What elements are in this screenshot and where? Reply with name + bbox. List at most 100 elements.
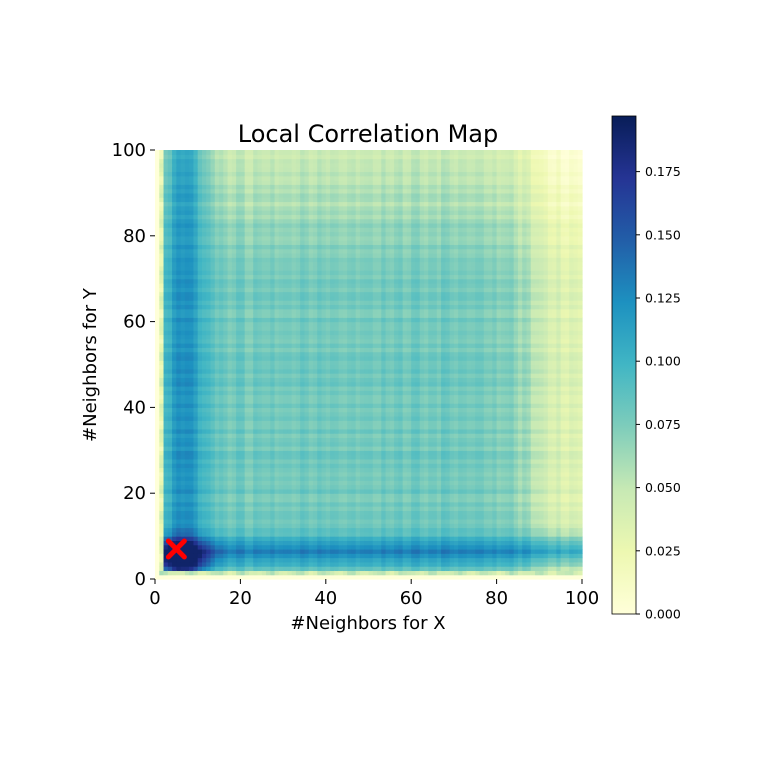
heatmap-cell [266,415,271,421]
heatmap-cell [201,214,207,220]
heatmap-cell [347,321,353,327]
heatmap-cell [201,218,207,224]
heatmap-cell [359,308,365,314]
heatmap-cell [287,154,293,160]
heatmap-cell [214,227,220,233]
heatmap-cell [159,561,165,567]
heatmap-cell [244,561,250,567]
heatmap-cell [197,210,203,215]
heatmap-cell [159,476,165,481]
heatmap-cell [240,518,246,524]
heatmap-cell [278,454,284,460]
heatmap-cell [193,252,199,258]
heatmap-cell [291,467,297,473]
heatmap-cell [253,180,259,185]
heatmap-cell [355,235,361,241]
heatmap-cell [214,201,220,207]
heatmap-cell [334,446,340,451]
heatmap-cell [184,274,190,280]
heatmap-cell [253,287,259,293]
heatmap-cell [180,424,186,430]
heatmap-cell [248,214,254,220]
heatmap-cell [317,205,323,211]
heatmap-cell [240,527,246,533]
heatmap-cell [283,536,288,541]
heatmap-cell [317,433,323,439]
heatmap-cell [355,544,361,550]
heatmap-cell [287,343,293,348]
heatmap-cell [355,506,361,511]
heatmap-cell [236,214,241,220]
heatmap-cell [210,240,216,245]
heatmap-cell [278,407,284,413]
heatmap-cell [172,175,177,181]
heatmap-cell [206,282,212,288]
heatmap-cell [189,523,195,529]
heatmap-cell [167,398,173,404]
heatmap-cell [261,544,267,550]
heatmap-cell [159,398,165,404]
heatmap-cell [236,210,241,215]
heatmap-cell [248,192,254,198]
heatmap-cell [167,450,173,456]
heatmap-cell [189,235,195,241]
heatmap-cell [167,403,173,408]
heatmap-cell [295,467,301,473]
heatmap-cell [184,415,190,421]
heatmap-cell [291,377,297,383]
heatmap-cell [197,377,203,383]
heatmap-cell [347,222,353,228]
heatmap-cell [321,282,327,288]
heatmap-cell [189,398,195,404]
heatmap-cell [193,480,199,486]
heatmap-cell [300,167,306,173]
heatmap-cell [163,574,169,580]
heatmap-cell [304,467,310,473]
heatmap-cell [321,407,327,413]
heatmap-cell [210,446,216,451]
heatmap-cell [155,261,160,267]
heatmap-cell [364,557,370,563]
heatmap-cell [283,570,288,576]
heatmap-cell [347,381,353,387]
heatmap-cell [206,171,212,177]
heatmap-cell [227,373,233,378]
heatmap-cell [334,244,340,250]
heatmap-cell [248,536,254,541]
heatmap-cell [270,540,276,546]
heatmap-cell [231,214,237,220]
heatmap-cell [167,162,173,168]
heatmap-cell [283,210,288,215]
heatmap-cell [253,244,259,250]
heatmap-cell [244,476,250,481]
heatmap-cell [214,394,220,400]
heatmap-cell [334,338,340,344]
heatmap-cell [308,570,314,576]
heatmap-cell [300,184,306,190]
heatmap-cell [227,501,233,507]
heatmap-cell [214,476,220,481]
heatmap-cell [180,428,186,434]
heatmap-cell [189,450,195,456]
heatmap-cell [244,154,250,160]
heatmap-cell [278,184,284,190]
heatmap-cell [291,295,297,301]
heatmap-cell [283,330,288,336]
heatmap-cell [355,304,361,310]
heatmap-cell [312,351,318,357]
heatmap-cell [304,403,310,408]
heatmap-cell [321,450,327,456]
heatmap-cell [270,433,276,439]
heatmap-cell [180,300,186,306]
heatmap-cell [287,205,293,211]
heatmap-cell [338,265,344,271]
heatmap-cell [197,150,203,155]
heatmap-cell [359,484,365,490]
heatmap-cell [283,184,288,190]
heatmap-cell [219,536,224,541]
heatmap-cell [155,407,160,413]
heatmap-cell [214,158,220,164]
heatmap-cell [342,188,348,194]
heatmap-cell [330,330,335,336]
heatmap-cell [223,506,229,511]
